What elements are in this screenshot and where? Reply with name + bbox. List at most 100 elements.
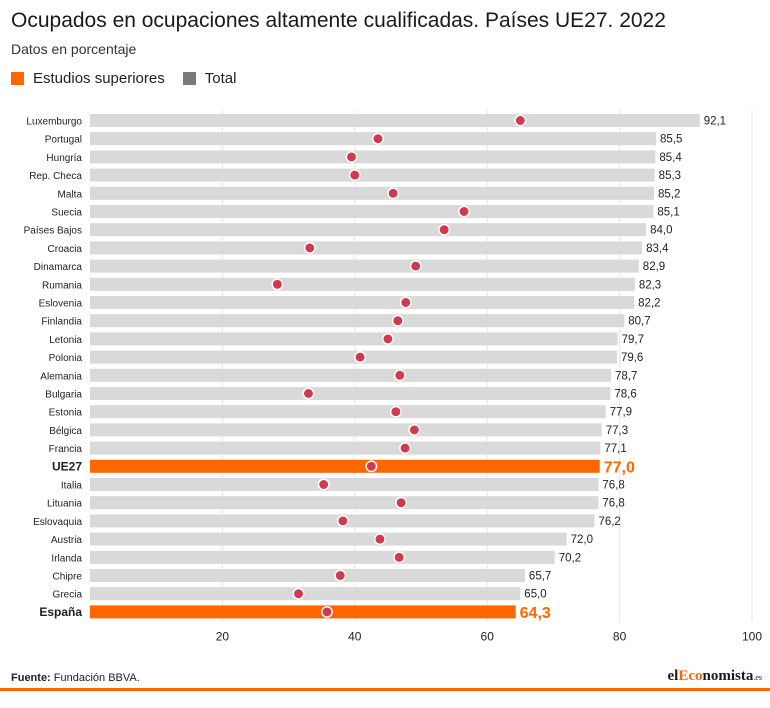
chart-title: Ocupados en ocupaciones altamente cualif… [11, 9, 666, 32]
bar [90, 241, 643, 255]
legend-label: Estudios superiores [33, 70, 165, 87]
footer-rule [0, 688, 770, 691]
bar-chart: 20 40 60 80 100 Luxemburgo 92,1 Portugal 85,5 Hun… [24, 110, 762, 644]
category-label: Luxemburgo [26, 117, 82, 128]
source-text: Fundación BBVA. [53, 672, 140, 684]
category-label: Rep. Checa [29, 171, 82, 182]
total-dot [365, 460, 378, 473]
value-label: 77,0 [604, 459, 635, 476]
total-dot [408, 423, 421, 436]
total-dot [389, 405, 402, 418]
value-label: 82,9 [643, 261, 665, 273]
chart-subtitle: Datos en porcentaje [11, 41, 137, 57]
total-dot [303, 241, 316, 254]
bar [90, 423, 602, 437]
total-dot [317, 478, 330, 491]
total-dot [399, 296, 412, 309]
legend: Estudios superiores Total [11, 70, 254, 87]
category-label: Rumania [42, 280, 82, 291]
total-dot [372, 132, 384, 145]
total-dot [292, 587, 305, 600]
bar [90, 186, 655, 200]
value-label: 77,1 [604, 443, 626, 455]
category-label: Francia [49, 444, 83, 455]
category-label: Grecia [53, 590, 83, 601]
category-label: Lituania [47, 499, 82, 510]
bar [90, 587, 521, 601]
category-label: Irlanda [51, 553, 82, 564]
total-dot [391, 314, 404, 327]
category-label: Austria [51, 535, 83, 546]
total-dot [334, 569, 347, 582]
x-tick-label: 80 [613, 630, 627, 644]
category-label: Alemania [40, 371, 82, 382]
x-tick-label: 40 [348, 630, 362, 644]
bar [90, 150, 656, 164]
category-label: Finlandia [41, 317, 82, 328]
value-label: 79,6 [621, 352, 643, 364]
value-label: 84,0 [650, 225, 672, 237]
value-label: 70,2 [559, 552, 581, 564]
value-label: 83,4 [646, 243, 669, 255]
total-dot [381, 332, 394, 345]
value-label: 80,7 [628, 316, 650, 328]
total-dot [345, 150, 358, 163]
total-dot [271, 278, 284, 291]
value-label: 72,0 [571, 534, 593, 546]
value-label: 78,6 [614, 389, 636, 401]
value-label: 82,2 [638, 298, 660, 310]
category-label: Italia [61, 481, 83, 492]
total-dot [458, 205, 470, 218]
bar [90, 314, 625, 328]
bar [90, 550, 555, 564]
x-tick-label: 20 [216, 630, 230, 644]
category-label: España [39, 605, 82, 619]
bar [90, 368, 611, 382]
category-label: Países Bajos [24, 226, 82, 237]
value-label: 85,4 [659, 152, 682, 164]
value-label: 85,1 [657, 207, 679, 219]
value-label: 78,7 [615, 370, 637, 382]
value-label: 79,7 [622, 334, 644, 346]
bar [90, 223, 647, 237]
bar [90, 496, 599, 510]
legend-swatch-gray [182, 72, 196, 85]
total-dot [387, 187, 400, 200]
value-label: 85,3 [659, 170, 681, 182]
value-label: 77,3 [606, 425, 628, 437]
value-label: 76,8 [602, 480, 624, 492]
total-dot [321, 605, 333, 618]
bar [90, 350, 617, 364]
bar [90, 296, 635, 309]
total-dot [438, 223, 451, 236]
bar [90, 605, 516, 619]
legend-item-total: Total [182, 70, 237, 87]
total-dot [336, 514, 349, 527]
legend-swatch-orange [11, 72, 24, 85]
value-label: 65,0 [524, 589, 546, 601]
source-label: Fuente: [11, 672, 51, 684]
category-label: Hungría [46, 153, 82, 164]
total-dot [514, 114, 527, 127]
bar [90, 532, 567, 546]
category-label: Polonia [49, 353, 83, 364]
legend-label: Total [204, 70, 237, 87]
total-dot [354, 351, 367, 364]
category-label: Bélgica [49, 426, 82, 437]
value-label: 82,3 [639, 279, 661, 291]
value-label: 92,1 [704, 116, 726, 128]
category-label: Malta [58, 189, 83, 200]
value-label: 65,7 [529, 571, 551, 583]
bar [90, 114, 700, 127]
source-note: Fuente: Fundación BBVA. [11, 672, 140, 684]
value-label: 76,2 [598, 516, 620, 528]
total-dot [302, 387, 315, 400]
brand-logo: elEconomista.es [667, 668, 762, 684]
bar [90, 168, 655, 182]
value-label: 85,5 [660, 134, 682, 146]
value-label: 76,8 [602, 498, 624, 510]
category-label: Letonia [49, 335, 82, 346]
x-tick-label: 60 [481, 630, 495, 644]
category-label: Dinamarca [34, 262, 83, 273]
category-label: Suecia [51, 208, 82, 219]
